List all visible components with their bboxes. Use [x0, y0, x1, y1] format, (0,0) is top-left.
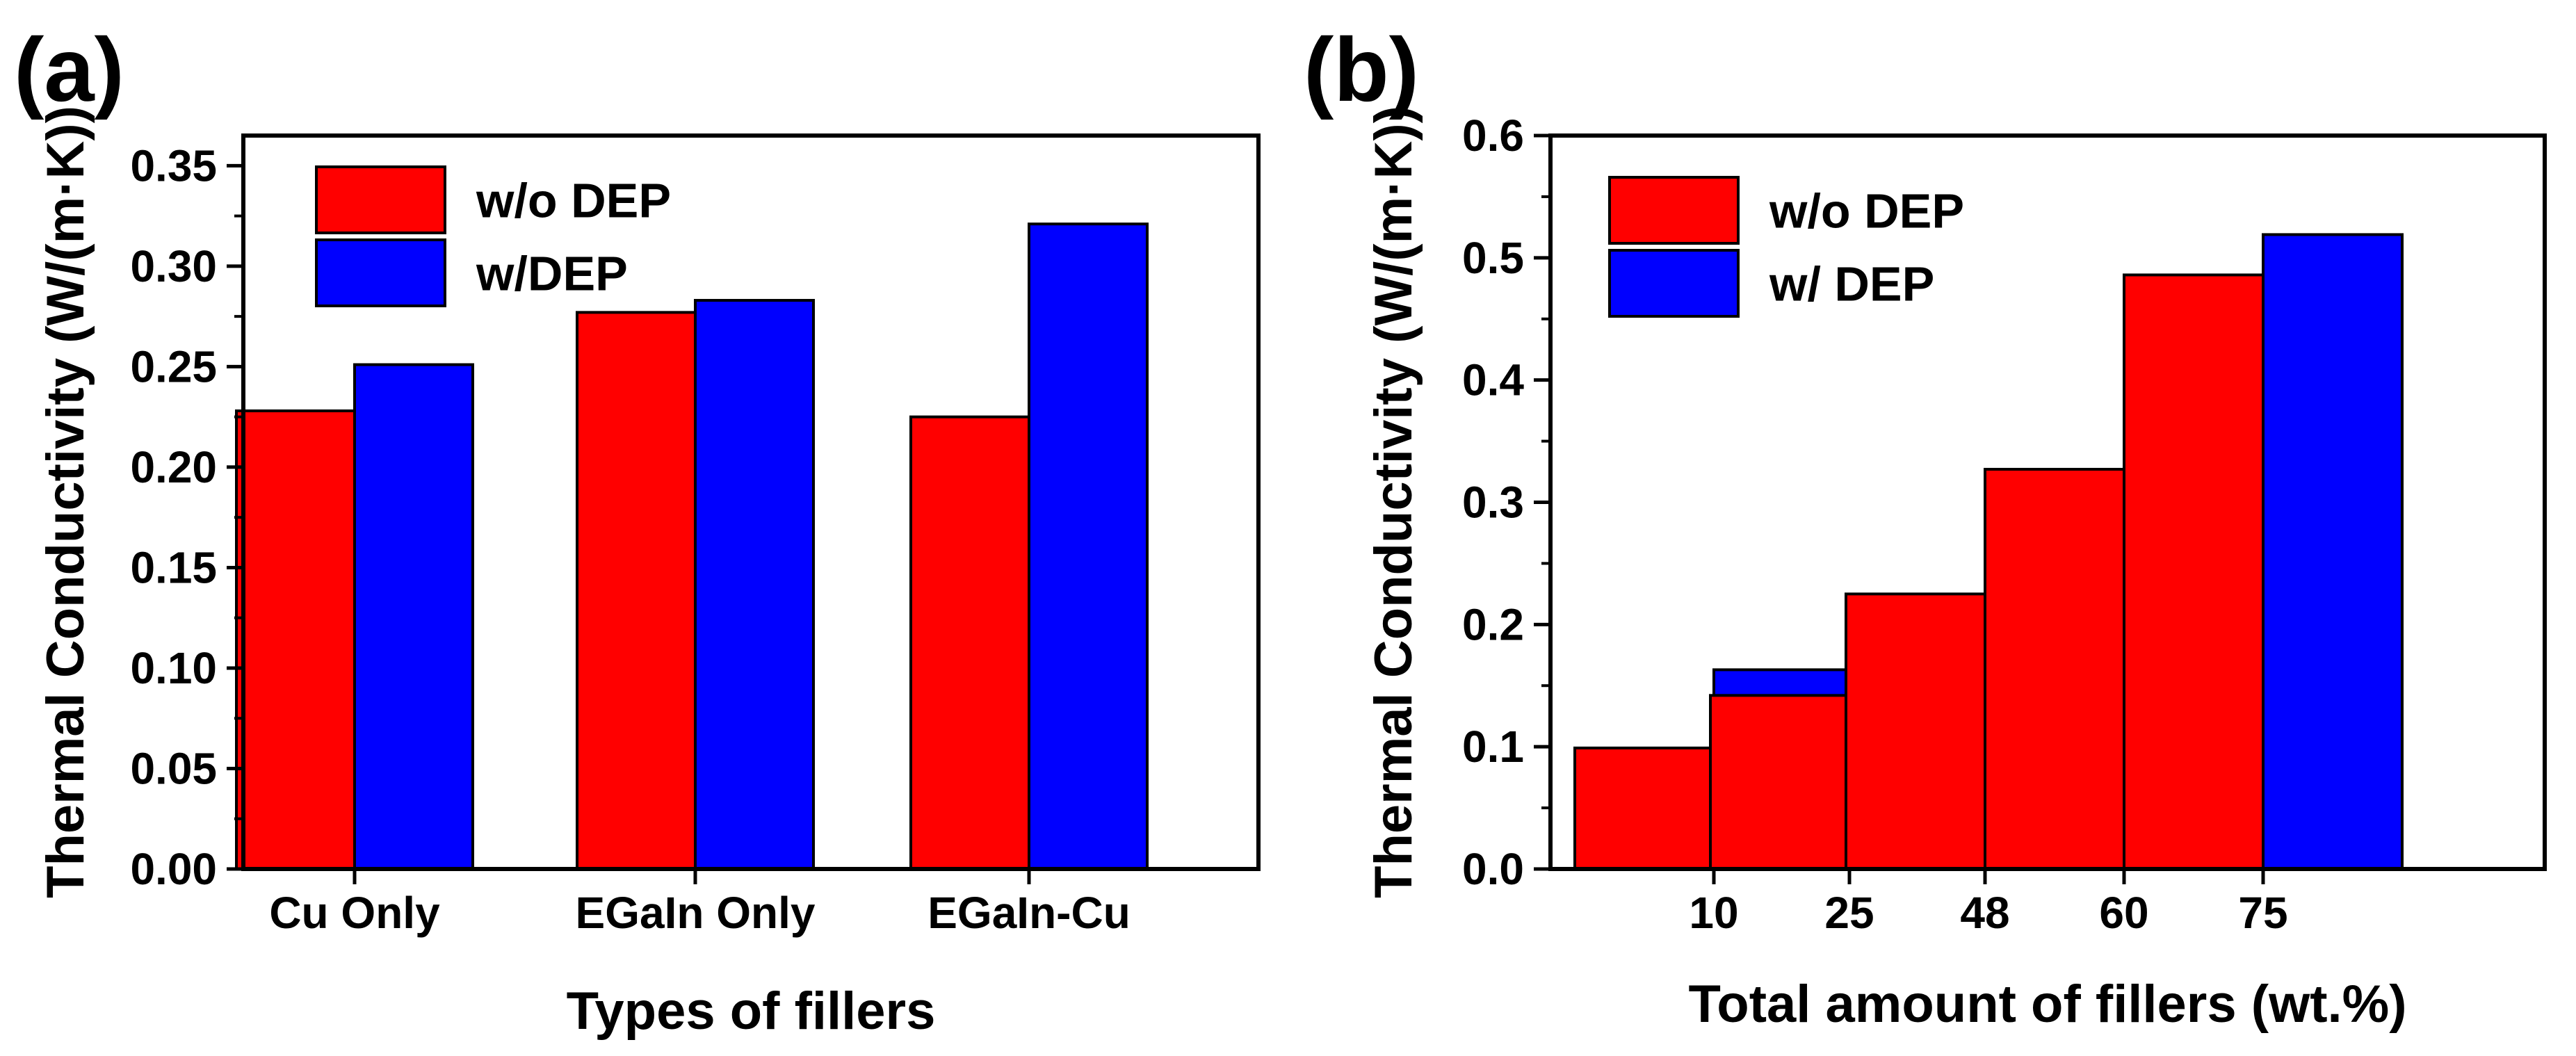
y-tick-label: 0.05: [130, 743, 217, 793]
x-axis-title: Total amount of fillers (wt.%): [1688, 975, 2406, 1034]
legend-label: w/o DEP: [1769, 184, 1964, 238]
legend-swatch: [315, 238, 446, 307]
x-tick-label: EGaIn-Cu: [927, 888, 1131, 938]
x-tick-label: 25: [1824, 888, 1874, 938]
x-tick-label: 48: [1960, 888, 2009, 938]
panel-a: (a) Cu Only EGaIn Only EGaIn-Cu 0.00 0.05 0.10…: [14, 19, 1261, 1041]
plot-frame: [241, 133, 1261, 871]
bar-wo-dep-48: [1845, 592, 1986, 870]
y-axis-title: Thermal Conductivity (W/(m·K)): [1364, 106, 1423, 898]
y-tick-label: 0.10: [130, 643, 217, 693]
y-tick-label: 0.30: [130, 241, 217, 291]
legend-label: w/DEP: [476, 247, 628, 301]
legend-swatch: [1608, 249, 1740, 318]
y-tick-label: 0.5: [1462, 233, 1524, 283]
bar-w-dep-egain-cu: [1028, 222, 1149, 870]
legend-label: w/o DEP: [476, 174, 671, 228]
y-tick-label: 0.0: [1462, 844, 1524, 894]
panel-b: (b) 10 25 48 60 75 0.0 0.1 0.2 0.3 0.4 0.5 0.6 Therma…: [1304, 19, 2547, 1034]
x-tick-label: EGaIn Only: [576, 888, 816, 938]
x-axis-title: Types of fillers: [567, 982, 936, 1041]
legend-label: w/ DEP: [1769, 257, 1934, 311]
legend-swatch: [1608, 176, 1740, 245]
y-tick-label: 0.20: [130, 442, 217, 492]
panel-label: (b): [1304, 19, 1419, 120]
bar-wo-dep-egain-cu: [909, 415, 1030, 870]
bar-wo-dep-10: [1573, 746, 1715, 871]
y-tick-label: 0.35: [130, 140, 217, 190]
x-tick-label: 75: [2238, 888, 2287, 938]
x-tick-label: Cu Only: [269, 888, 440, 938]
y-tick-label: 0.4: [1462, 355, 1524, 405]
bar-wo-dep-cu-only: [235, 409, 356, 870]
y-tick-label: 0.6: [1462, 111, 1524, 161]
y-tick-label: 0.15: [130, 542, 217, 592]
bar-wo-dep-60: [1984, 468, 2125, 870]
y-axis-title: Thermal Conductivity (W/(m·K)): [36, 106, 95, 898]
y-tick-label: 0.2: [1462, 599, 1524, 649]
bar-w-dep-cu-only: [353, 363, 474, 870]
y-tick-label: 0.25: [130, 341, 217, 391]
bar-w-dep-75: [2262, 233, 2404, 870]
legend-swatch: [315, 165, 446, 234]
bar-wo-dep-75: [2123, 273, 2265, 870]
y-tick-label: 0.1: [1462, 722, 1524, 772]
bar-wo-dep-25: [1709, 694, 1851, 870]
y-tick-label: 0.00: [130, 844, 217, 894]
bar-wo-dep-egain-only: [576, 311, 697, 871]
panel-label: (a): [14, 19, 124, 120]
x-tick-label: 10: [1689, 888, 1738, 938]
bar-w-dep-egain-only: [694, 299, 815, 871]
y-tick-label: 0.3: [1462, 478, 1524, 528]
x-tick-label: 60: [2099, 888, 2148, 938]
